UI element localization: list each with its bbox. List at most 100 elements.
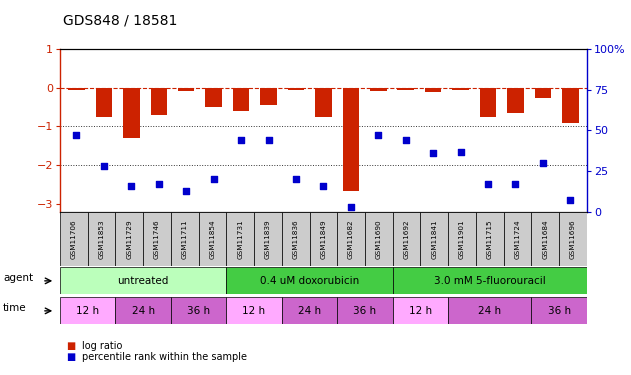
Bar <box>68 88 85 90</box>
Point <box>71 132 81 138</box>
Bar <box>151 88 167 115</box>
Text: GSM11731: GSM11731 <box>237 219 243 259</box>
Bar <box>480 88 496 117</box>
Text: GSM11746: GSM11746 <box>154 219 160 259</box>
Point <box>236 137 246 143</box>
Bar <box>60 212 88 266</box>
Bar <box>343 88 359 190</box>
Text: percentile rank within the sample: percentile rank within the sample <box>82 352 247 362</box>
Text: time: time <box>3 303 27 313</box>
Text: 36 h: 36 h <box>187 306 210 316</box>
Bar <box>88 212 115 266</box>
Text: agent: agent <box>3 273 33 283</box>
Text: GSM11682: GSM11682 <box>348 219 354 259</box>
Point <box>538 160 548 166</box>
Bar <box>448 212 476 266</box>
Point <box>154 181 164 187</box>
Text: GSM11836: GSM11836 <box>293 219 298 259</box>
Text: GSM11684: GSM11684 <box>542 219 548 259</box>
Point <box>209 176 219 182</box>
Bar <box>227 267 392 294</box>
Bar <box>227 297 282 324</box>
Point <box>401 137 411 143</box>
Text: untreated: untreated <box>117 276 169 286</box>
Bar <box>227 212 254 266</box>
Text: GDS848 / 18581: GDS848 / 18581 <box>63 13 177 27</box>
Text: 12 h: 12 h <box>242 306 266 316</box>
Text: GSM11690: GSM11690 <box>376 219 382 259</box>
Text: GSM11853: GSM11853 <box>98 219 105 259</box>
Bar <box>199 212 227 266</box>
Text: GSM11692: GSM11692 <box>404 219 410 259</box>
Bar <box>476 212 504 266</box>
Bar <box>288 88 304 90</box>
Bar <box>370 88 387 91</box>
Bar <box>337 212 365 266</box>
Bar <box>531 212 559 266</box>
Bar <box>115 297 171 324</box>
Text: ■: ■ <box>66 352 76 362</box>
Text: GSM11839: GSM11839 <box>265 219 271 259</box>
Text: 3.0 mM 5-fluorouracil: 3.0 mM 5-fluorouracil <box>434 276 546 286</box>
Text: GSM11724: GSM11724 <box>514 219 521 259</box>
Bar <box>420 212 448 266</box>
Point <box>318 183 328 189</box>
Point <box>510 181 521 187</box>
Text: 36 h: 36 h <box>548 306 570 316</box>
Bar <box>337 297 392 324</box>
Point <box>565 198 575 204</box>
Bar <box>504 212 531 266</box>
Text: GSM11711: GSM11711 <box>182 219 188 259</box>
Bar <box>115 212 143 266</box>
Bar <box>452 88 469 90</box>
Text: GSM11841: GSM11841 <box>432 219 437 259</box>
Bar <box>315 88 332 117</box>
Point <box>428 150 438 156</box>
Bar <box>448 297 531 324</box>
Text: GSM11901: GSM11901 <box>459 219 465 259</box>
Bar <box>392 297 448 324</box>
Text: log ratio: log ratio <box>82 341 122 351</box>
Point <box>181 188 191 194</box>
Bar <box>143 212 171 266</box>
Bar <box>260 88 277 105</box>
Bar <box>559 212 587 266</box>
Text: 12 h: 12 h <box>76 306 99 316</box>
Point <box>373 132 383 138</box>
Bar <box>171 297 227 324</box>
Point <box>264 137 274 143</box>
Bar <box>171 212 199 266</box>
Text: GSM11696: GSM11696 <box>570 219 576 259</box>
Bar <box>392 212 420 266</box>
Point <box>126 183 136 189</box>
Bar <box>365 212 392 266</box>
Bar <box>60 267 227 294</box>
Bar <box>425 88 442 92</box>
Text: GSM11849: GSM11849 <box>321 219 326 259</box>
Bar <box>507 88 524 113</box>
Bar <box>282 297 337 324</box>
Bar <box>282 212 310 266</box>
Text: GSM11729: GSM11729 <box>126 219 133 259</box>
Point <box>99 163 109 169</box>
Bar <box>96 88 112 117</box>
Text: GSM11706: GSM11706 <box>71 219 77 259</box>
Text: 24 h: 24 h <box>132 306 155 316</box>
Text: GSM11854: GSM11854 <box>209 219 215 259</box>
Bar <box>398 88 414 90</box>
Point <box>483 181 493 187</box>
Text: 24 h: 24 h <box>298 306 321 316</box>
Bar <box>123 88 139 138</box>
Point <box>291 176 301 182</box>
Bar <box>233 88 249 111</box>
Bar <box>562 88 579 123</box>
Text: 0.4 uM doxorubicin: 0.4 uM doxorubicin <box>260 276 359 286</box>
Bar <box>60 297 115 324</box>
Text: 24 h: 24 h <box>478 306 502 316</box>
Bar <box>205 88 222 107</box>
Text: GSM11715: GSM11715 <box>487 219 493 259</box>
Text: 36 h: 36 h <box>353 306 377 316</box>
Bar <box>531 297 587 324</box>
Text: ■: ■ <box>66 341 76 351</box>
Bar <box>534 88 551 99</box>
